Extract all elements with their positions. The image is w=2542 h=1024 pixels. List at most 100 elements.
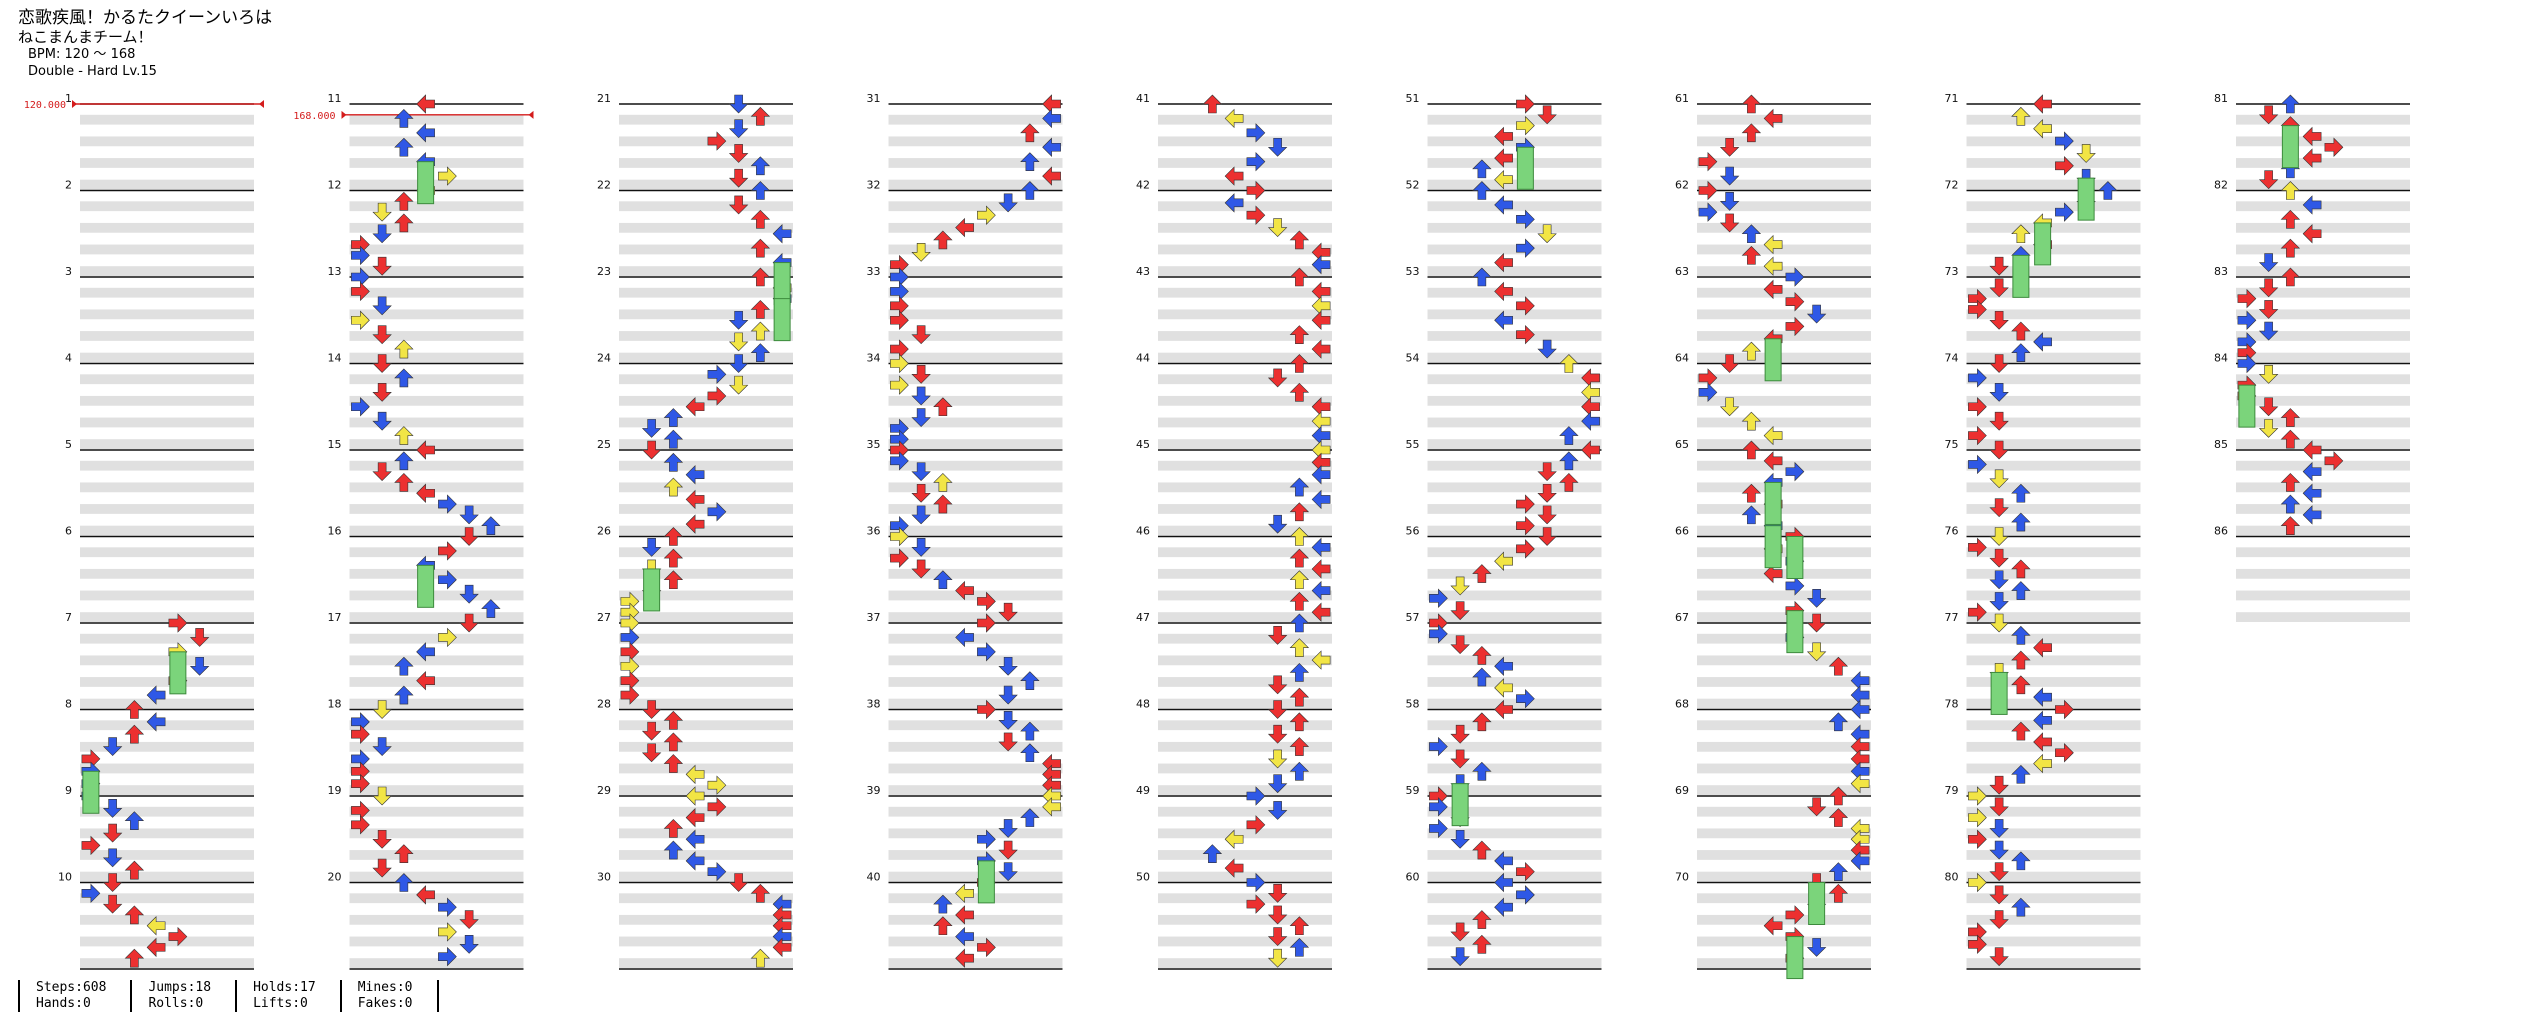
arrow-note [438,897,457,917]
arrow-note [1989,383,2009,402]
stat-steps-hands: Steps:608 Hands:0 [18,980,130,1012]
arrow-note [911,408,931,427]
measure-stripe [1697,785,1871,795]
arrow-note [2011,581,2031,600]
measure-stripe [619,504,793,514]
arrow-note [890,526,909,547]
measure-stripe [1158,958,1332,968]
arrow-note [2302,505,2322,525]
arrow-note [707,502,727,522]
arrow-note [1559,473,1579,492]
arrow-note [2280,494,2301,514]
arrow-note [1741,224,1762,244]
arrow-note [1806,304,1827,324]
measure-number: 67 [1675,611,1689,624]
arrow-note [1968,454,1987,475]
arrow-note [1719,354,1740,373]
arrow-note [1516,324,1535,345]
arrow-note [2280,429,2301,449]
measure-number: 61 [1675,92,1689,105]
arrow-note [1494,169,1513,190]
measure-stripe [1427,698,1602,709]
arrow-note [1581,411,1600,431]
arrow-note [707,131,727,151]
measure-stripe [1966,785,2141,795]
bpm-range: BPM: 120 ～ 168 [28,47,136,62]
arrow-note [372,462,392,482]
arrow-note [438,570,457,590]
arrow-note [351,397,370,417]
arrow-note [1763,279,1783,300]
measure-stripe [80,417,254,428]
measure-stripe [888,763,1063,774]
arrow-note [685,514,705,534]
measure-number: 65 [1675,438,1689,451]
arrow-note [438,166,457,186]
arrow-note [2055,699,2074,720]
arrow-note [2011,106,2031,126]
arrow-note [911,483,931,503]
arrow-note [1741,94,1762,114]
arrow-note [2033,332,2052,352]
arrow-note [707,797,727,817]
measure-stripe [349,741,524,752]
arrow-note [1763,256,1783,276]
measure-stripe [349,114,524,125]
measure-number: 15 [328,438,342,451]
arrow-note [707,386,727,406]
arrow-note [2258,253,2279,273]
measure-stripe [888,352,1063,363]
arrow-note [1828,656,1849,676]
arrow-note [372,786,392,806]
arrow-note [1267,218,1288,237]
measure-stripe [1697,850,1871,860]
measure-stripe [1966,201,2141,212]
arrow-note [372,829,392,849]
measure-stripe [80,936,254,947]
measure-stripe [1966,287,2141,298]
arrow-note [663,452,684,472]
arrow-note [351,281,370,302]
measure-stripe [1697,893,1871,904]
arrow-note [663,408,684,427]
arrow-note [146,685,166,705]
song-title: 恋歌疾風！かるたクイーンいろは [18,8,273,28]
arrow-note [911,538,931,557]
measure-number: 7 [65,611,72,624]
measure-stripe [1427,331,1602,341]
measure-stripe [619,720,793,731]
measure-stripe [1158,785,1332,795]
arrow-note [1311,537,1331,558]
stat-mines-fakes: Mines:0 Fakes:0 [339,980,437,1012]
measure-stripe [2236,114,2410,125]
arrow-note [1537,462,1557,482]
arrow-note [124,905,145,925]
measure-stripe [1427,914,1602,925]
measure-stripe [1966,222,2141,233]
measure-stripe [2236,244,2410,255]
arrow-note [1289,937,1310,957]
arrow-note [2098,181,2118,200]
measure-number: 52 [1406,179,1420,192]
measure-stripe [1966,655,2141,666]
arrow-note [1267,675,1288,695]
arrow-note [750,948,771,968]
arrow-note [772,224,792,244]
measure-stripe [619,612,793,622]
measure-stripe [1158,439,1332,449]
arrow-note [1020,721,1040,741]
arrow-note [1741,245,1762,265]
arrow-note [1289,502,1310,522]
measure-number: 38 [867,698,881,711]
arrow-note [750,343,771,362]
arrow-note [911,386,931,406]
measure-stripe [1427,958,1602,968]
arrow-note [1472,159,1492,179]
arrow-note [1741,440,1762,460]
arrow-note [685,851,705,871]
arrow-note [1289,382,1310,402]
arrow-note [1989,885,2009,905]
hold-note [977,860,995,904]
arrow-note [2011,512,2031,532]
arrow-note [2258,365,2279,384]
